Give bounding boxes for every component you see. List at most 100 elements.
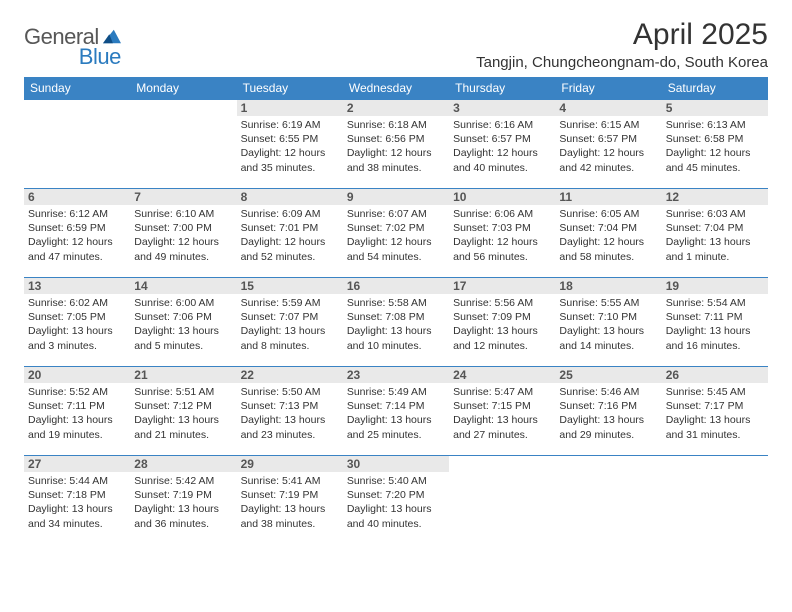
- day-number: 2: [343, 100, 449, 116]
- calendar-row: 1Sunrise: 6:19 AMSunset: 6:55 PMDaylight…: [24, 100, 768, 189]
- header: General Blue April 2025 Tangjin, Chungch…: [24, 18, 768, 71]
- day-details: Sunrise: 6:05 AMSunset: 7:04 PMDaylight:…: [555, 205, 661, 264]
- calendar-cell: 18Sunrise: 5:55 AMSunset: 7:10 PMDayligh…: [555, 278, 661, 367]
- day-number: 23: [343, 367, 449, 383]
- calendar-cell: 22Sunrise: 5:50 AMSunset: 7:13 PMDayligh…: [237, 367, 343, 456]
- calendar-cell-empty: [130, 100, 236, 189]
- calendar-cell: 30Sunrise: 5:40 AMSunset: 7:20 PMDayligh…: [343, 456, 449, 545]
- day-number: 5: [662, 100, 768, 116]
- day-details: Sunrise: 5:56 AMSunset: 7:09 PMDaylight:…: [449, 294, 555, 353]
- day-details: Sunrise: 5:52 AMSunset: 7:11 PMDaylight:…: [24, 383, 130, 442]
- calendar-cell: 10Sunrise: 6:06 AMSunset: 7:03 PMDayligh…: [449, 189, 555, 278]
- calendar-row: 6Sunrise: 6:12 AMSunset: 6:59 PMDaylight…: [24, 189, 768, 278]
- calendar-cell: 5Sunrise: 6:13 AMSunset: 6:58 PMDaylight…: [662, 100, 768, 189]
- day-number: 30: [343, 456, 449, 472]
- calendar-cell: 17Sunrise: 5:56 AMSunset: 7:09 PMDayligh…: [449, 278, 555, 367]
- day-details: Sunrise: 6:06 AMSunset: 7:03 PMDaylight:…: [449, 205, 555, 264]
- calendar-cell: 26Sunrise: 5:45 AMSunset: 7:17 PMDayligh…: [662, 367, 768, 456]
- day-details: Sunrise: 6:03 AMSunset: 7:04 PMDaylight:…: [662, 205, 768, 264]
- day-details: Sunrise: 6:15 AMSunset: 6:57 PMDaylight:…: [555, 116, 661, 175]
- day-number: 28: [130, 456, 236, 472]
- calendar-cell: 12Sunrise: 6:03 AMSunset: 7:04 PMDayligh…: [662, 189, 768, 278]
- weekday-header: Thursday: [449, 77, 555, 100]
- weekday-header: Tuesday: [237, 77, 343, 100]
- day-number: 7: [130, 189, 236, 205]
- day-details: Sunrise: 6:12 AMSunset: 6:59 PMDaylight:…: [24, 205, 130, 264]
- day-details: Sunrise: 5:47 AMSunset: 7:15 PMDaylight:…: [449, 383, 555, 442]
- calendar-cell: 8Sunrise: 6:09 AMSunset: 7:01 PMDaylight…: [237, 189, 343, 278]
- calendar-cell: 15Sunrise: 5:59 AMSunset: 7:07 PMDayligh…: [237, 278, 343, 367]
- brand-logo: General Blue: [24, 18, 169, 50]
- day-number: 13: [24, 278, 130, 294]
- calendar-cell: 27Sunrise: 5:44 AMSunset: 7:18 PMDayligh…: [24, 456, 130, 545]
- day-details: Sunrise: 6:16 AMSunset: 6:57 PMDaylight:…: [449, 116, 555, 175]
- day-details: Sunrise: 5:40 AMSunset: 7:20 PMDaylight:…: [343, 472, 449, 531]
- day-details: Sunrise: 5:45 AMSunset: 7:17 PMDaylight:…: [662, 383, 768, 442]
- calendar-body: 1Sunrise: 6:19 AMSunset: 6:55 PMDaylight…: [24, 100, 768, 545]
- day-details: Sunrise: 6:07 AMSunset: 7:02 PMDaylight:…: [343, 205, 449, 264]
- calendar-cell: 20Sunrise: 5:52 AMSunset: 7:11 PMDayligh…: [24, 367, 130, 456]
- day-number: 10: [449, 189, 555, 205]
- weekday-header: Saturday: [662, 77, 768, 100]
- weekday-header-row: SundayMondayTuesdayWednesdayThursdayFrid…: [24, 77, 768, 100]
- day-number: 9: [343, 189, 449, 205]
- calendar-cell: 29Sunrise: 5:41 AMSunset: 7:19 PMDayligh…: [237, 456, 343, 545]
- day-details: Sunrise: 6:02 AMSunset: 7:05 PMDaylight:…: [24, 294, 130, 353]
- day-details: Sunrise: 6:13 AMSunset: 6:58 PMDaylight:…: [662, 116, 768, 175]
- day-details: Sunrise: 6:18 AMSunset: 6:56 PMDaylight:…: [343, 116, 449, 175]
- calendar-cell-empty: [449, 456, 555, 545]
- day-details: Sunrise: 6:09 AMSunset: 7:01 PMDaylight:…: [237, 205, 343, 264]
- brand-part2: Blue: [79, 44, 121, 70]
- day-number: 21: [130, 367, 236, 383]
- calendar-cell: 3Sunrise: 6:16 AMSunset: 6:57 PMDaylight…: [449, 100, 555, 189]
- day-details: Sunrise: 5:54 AMSunset: 7:11 PMDaylight:…: [662, 294, 768, 353]
- day-number: 4: [555, 100, 661, 116]
- day-number: 18: [555, 278, 661, 294]
- day-number: 3: [449, 100, 555, 116]
- weekday-header: Friday: [555, 77, 661, 100]
- location-text: Tangjin, Chungcheongnam-do, South Korea: [476, 54, 768, 71]
- calendar-cell: 2Sunrise: 6:18 AMSunset: 6:56 PMDaylight…: [343, 100, 449, 189]
- calendar-cell: 1Sunrise: 6:19 AMSunset: 6:55 PMDaylight…: [237, 100, 343, 189]
- day-details: Sunrise: 5:51 AMSunset: 7:12 PMDaylight:…: [130, 383, 236, 442]
- day-number: 1: [237, 100, 343, 116]
- calendar-cell: 16Sunrise: 5:58 AMSunset: 7:08 PMDayligh…: [343, 278, 449, 367]
- calendar-row: 27Sunrise: 5:44 AMSunset: 7:18 PMDayligh…: [24, 456, 768, 545]
- day-number: 12: [662, 189, 768, 205]
- calendar-cell-empty: [662, 456, 768, 545]
- day-details: Sunrise: 5:49 AMSunset: 7:14 PMDaylight:…: [343, 383, 449, 442]
- calendar-row: 20Sunrise: 5:52 AMSunset: 7:11 PMDayligh…: [24, 367, 768, 456]
- day-details: Sunrise: 6:00 AMSunset: 7:06 PMDaylight:…: [130, 294, 236, 353]
- calendar-cell-empty: [555, 456, 661, 545]
- calendar-cell: 28Sunrise: 5:42 AMSunset: 7:19 PMDayligh…: [130, 456, 236, 545]
- page-title: April 2025: [476, 18, 768, 52]
- day-number: 25: [555, 367, 661, 383]
- day-details: Sunrise: 5:58 AMSunset: 7:08 PMDaylight:…: [343, 294, 449, 353]
- weekday-header: Wednesday: [343, 77, 449, 100]
- day-details: Sunrise: 5:44 AMSunset: 7:18 PMDaylight:…: [24, 472, 130, 531]
- calendar-cell: 11Sunrise: 6:05 AMSunset: 7:04 PMDayligh…: [555, 189, 661, 278]
- calendar-cell: 14Sunrise: 6:00 AMSunset: 7:06 PMDayligh…: [130, 278, 236, 367]
- day-number: 16: [343, 278, 449, 294]
- calendar-cell: 13Sunrise: 6:02 AMSunset: 7:05 PMDayligh…: [24, 278, 130, 367]
- day-number: 24: [449, 367, 555, 383]
- calendar-cell: 7Sunrise: 6:10 AMSunset: 7:00 PMDaylight…: [130, 189, 236, 278]
- day-details: Sunrise: 6:19 AMSunset: 6:55 PMDaylight:…: [237, 116, 343, 175]
- day-details: Sunrise: 6:10 AMSunset: 7:00 PMDaylight:…: [130, 205, 236, 264]
- day-details: Sunrise: 5:59 AMSunset: 7:07 PMDaylight:…: [237, 294, 343, 353]
- day-number: 8: [237, 189, 343, 205]
- day-number: 19: [662, 278, 768, 294]
- day-details: Sunrise: 5:42 AMSunset: 7:19 PMDaylight:…: [130, 472, 236, 531]
- calendar-cell: 4Sunrise: 6:15 AMSunset: 6:57 PMDaylight…: [555, 100, 661, 189]
- day-details: Sunrise: 5:50 AMSunset: 7:13 PMDaylight:…: [237, 383, 343, 442]
- calendar-cell: 6Sunrise: 6:12 AMSunset: 6:59 PMDaylight…: [24, 189, 130, 278]
- day-details: Sunrise: 5:55 AMSunset: 7:10 PMDaylight:…: [555, 294, 661, 353]
- calendar-cell-empty: [24, 100, 130, 189]
- day-number: 20: [24, 367, 130, 383]
- day-number: 11: [555, 189, 661, 205]
- calendar-table: SundayMondayTuesdayWednesdayThursdayFrid…: [24, 77, 768, 544]
- weekday-header: Monday: [130, 77, 236, 100]
- calendar-cell: 9Sunrise: 6:07 AMSunset: 7:02 PMDaylight…: [343, 189, 449, 278]
- calendar-cell: 19Sunrise: 5:54 AMSunset: 7:11 PMDayligh…: [662, 278, 768, 367]
- weekday-header: Sunday: [24, 77, 130, 100]
